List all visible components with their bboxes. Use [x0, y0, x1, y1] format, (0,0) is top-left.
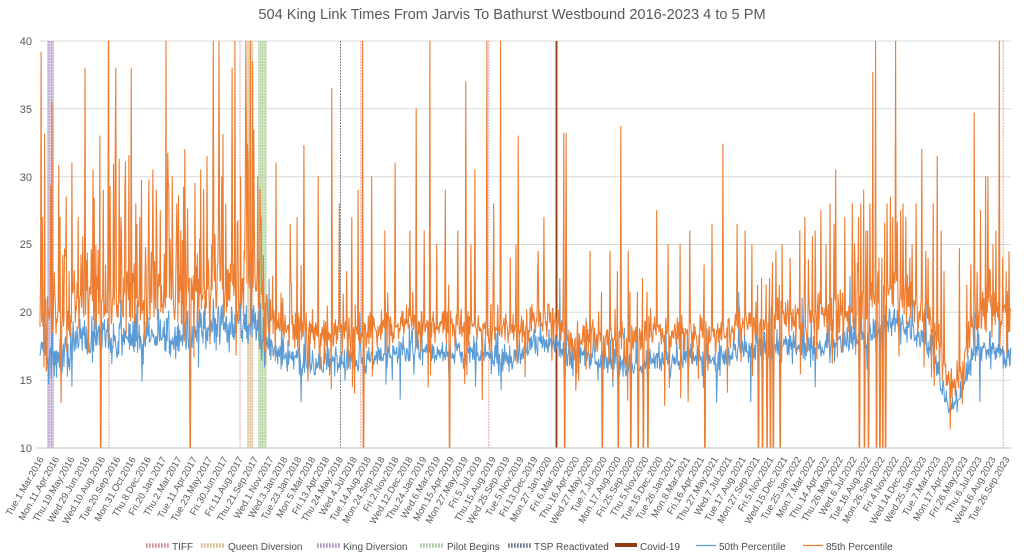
svg-text:40: 40 [20, 36, 32, 48]
svg-text:15: 15 [20, 375, 32, 387]
svg-text:Covid-19: Covid-19 [640, 542, 680, 553]
svg-text:TSP Reactivated: TSP Reactivated [534, 542, 609, 553]
svg-text:Queen Diversion: Queen Diversion [228, 542, 302, 553]
svg-text:50th Percentile: 50th Percentile [719, 542, 786, 553]
svg-text:20: 20 [20, 307, 32, 319]
svg-text:35: 35 [20, 104, 32, 116]
svg-text:85th Percentile: 85th Percentile [826, 542, 893, 553]
svg-text:TIFF: TIFF [172, 542, 193, 553]
svg-text:10: 10 [20, 443, 32, 455]
svg-text:Pilot Begins: Pilot Begins [447, 542, 500, 553]
svg-text:25: 25 [20, 239, 32, 251]
svg-text:30: 30 [20, 172, 32, 184]
svg-text:King Diversion: King Diversion [343, 542, 407, 553]
